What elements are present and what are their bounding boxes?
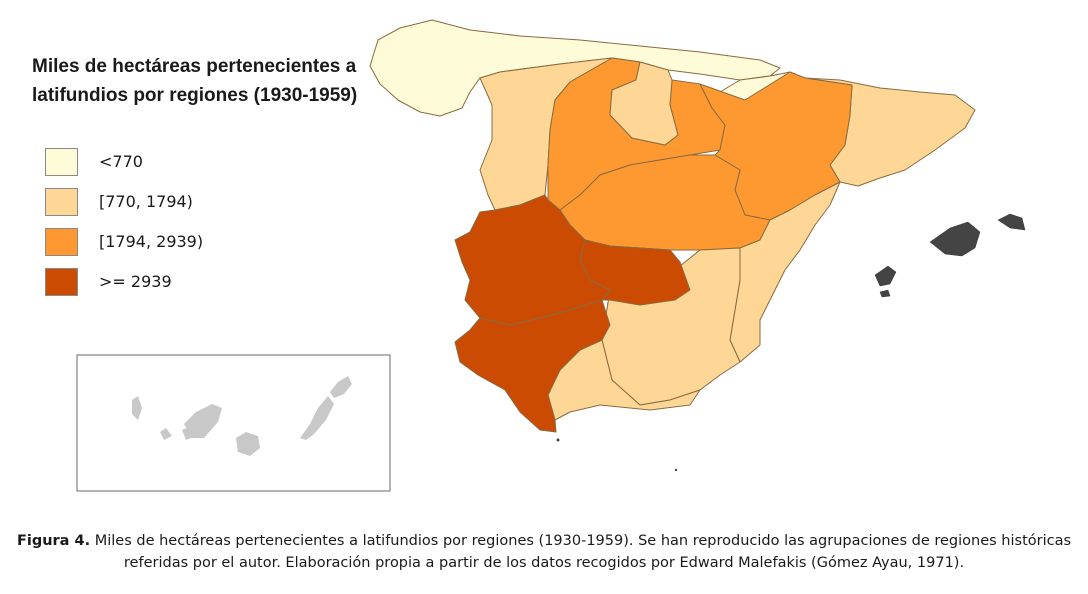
figure-caption: Figura 4. Miles de hectáreas pertenecien… bbox=[10, 530, 1078, 574]
legend-item-1: <770 bbox=[45, 148, 265, 178]
caption-label: Figura 4. bbox=[16, 533, 91, 549]
legend-label-3: [1794, 2939) bbox=[99, 232, 204, 251]
legend-item-2: [770, 1794) bbox=[45, 188, 265, 218]
spain-map bbox=[76, 19, 1026, 492]
island-fuerteventura bbox=[300, 396, 334, 440]
melilla-dot bbox=[674, 468, 678, 472]
balearic-islands bbox=[874, 213, 1026, 298]
legend-label-1: <770 bbox=[99, 152, 143, 171]
island-la-palma bbox=[132, 396, 142, 420]
legend-swatch-1 bbox=[45, 148, 78, 176]
map-title: Miles de hectáreas pertenecientes a lati… bbox=[32, 56, 358, 106]
island-gran-canaria bbox=[236, 432, 260, 456]
legend-item-3: [1794, 2939) bbox=[45, 228, 265, 258]
legend-swatch-3 bbox=[45, 228, 78, 256]
island-ibiza bbox=[874, 265, 897, 287]
region-ciudad-real bbox=[579, 239, 691, 306]
region-burgos bbox=[609, 61, 679, 146]
island-tenerife bbox=[184, 404, 222, 438]
canary-islands bbox=[132, 376, 352, 456]
legend-item-4: >= 2939 bbox=[45, 268, 265, 298]
caption-text: Miles de hectáreas pertenecientes a lati… bbox=[90, 533, 1072, 571]
legend-label-2: [770, 1794) bbox=[99, 192, 193, 211]
island-formentera bbox=[879, 289, 891, 298]
canary-inset-frame bbox=[76, 354, 391, 492]
ceuta-dot bbox=[556, 438, 560, 442]
island-mallorca bbox=[929, 221, 981, 257]
region-west-andalusia bbox=[454, 299, 611, 433]
legend-label-4: >= 2939 bbox=[99, 272, 172, 291]
legend-swatch-2 bbox=[45, 188, 78, 216]
region-leon bbox=[479, 57, 613, 211]
legend-swatch-4 bbox=[45, 268, 78, 296]
island-menorca bbox=[997, 213, 1026, 231]
island-lanzarote bbox=[330, 376, 352, 398]
island-el-hierro bbox=[160, 428, 172, 440]
